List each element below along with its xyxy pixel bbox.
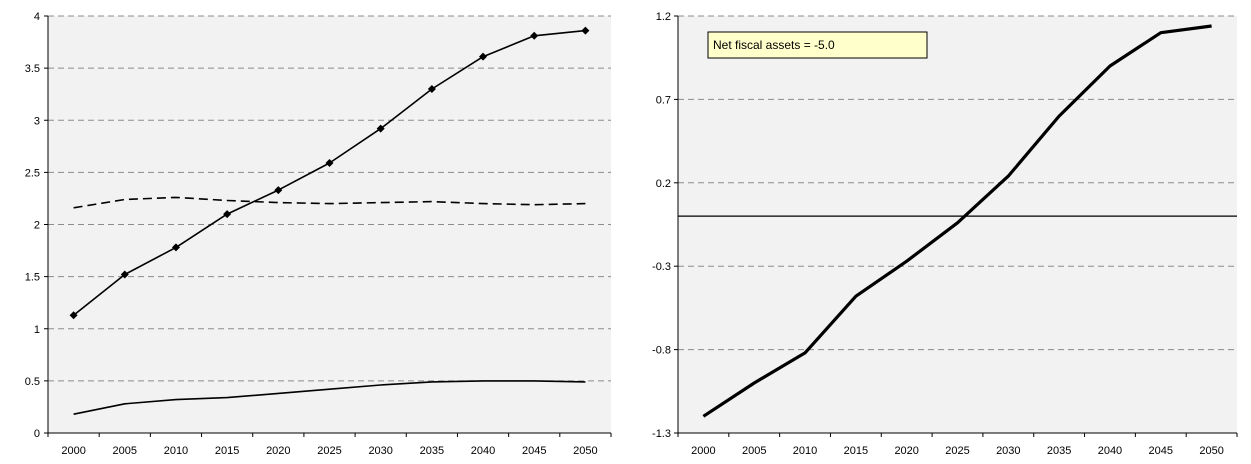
y-tick-label: 2.5 [25, 167, 40, 179]
y-tick-label: 1.5 [25, 272, 40, 284]
x-tick-label: 2050 [573, 445, 597, 457]
chart-panel-1: 0 0.5 1 1.5 2 2.5 3 3.5 4 2000 2005 2010 2015 2020 202… [25, 11, 612, 457]
data-point-marker [69, 311, 78, 320]
x-tick-label: 2040 [471, 445, 495, 457]
x-tick-label: 2010 [793, 445, 817, 457]
x-tick-label: 2000 [691, 445, 715, 457]
y-tick-label: 1.2 [656, 11, 671, 23]
y-tick-label: 3 [34, 115, 40, 127]
series-line-2 [73, 196, 586, 209]
x-tick-label: 2030 [996, 445, 1020, 457]
data-point-marker [427, 84, 436, 93]
y-tick-label: 0.5 [25, 376, 40, 388]
series-line-3 [73, 380, 586, 415]
x-tick-label: 2030 [368, 445, 392, 457]
data-point-marker [581, 26, 590, 35]
y-tick-label: 0.7 [656, 94, 671, 106]
x-tick-label: 2050 [1199, 445, 1223, 457]
x-tick-label: 2005 [113, 445, 137, 457]
y-tick-label: 2 [34, 220, 40, 232]
y-tick-label: 1 [34, 324, 40, 336]
chart-panel-2: -1.3 -0.8 -0.3 0.2 0.7 1.2 2000 2005 2010 2015 202… [652, 11, 1238, 457]
x-tick-label: 2045 [1149, 445, 1173, 457]
data-point-marker [223, 210, 232, 219]
y-tick-label: -1.3 [652, 428, 671, 440]
y-tick-label: -0.3 [652, 261, 671, 273]
y-tick-label: 4 [34, 11, 40, 23]
data-point-marker [530, 31, 539, 40]
annotation-box [707, 31, 928, 59]
y-tick-label: -0.8 [652, 345, 671, 357]
x-tick-label: 2020 [894, 445, 918, 457]
y-tick-label: 0 [34, 428, 40, 440]
data-point-marker [171, 243, 180, 252]
y-tick-label: 3.5 [25, 63, 40, 75]
data-point-marker [479, 52, 488, 61]
x-tick-label: 2035 [420, 445, 444, 457]
x-tick-label: 2045 [522, 445, 546, 457]
x-tick-label: 2040 [1098, 445, 1122, 457]
data-point-marker [325, 158, 334, 167]
x-tick-label: 2015 [215, 445, 239, 457]
data-point-marker [274, 186, 283, 195]
annotation-text: Net fiscal assets = -5.0 [713, 38, 835, 52]
x-tick-label: 2010 [164, 445, 188, 457]
x-tick-label: 2000 [61, 445, 85, 457]
x-tick-label: 2035 [1047, 445, 1071, 457]
data-point-marker [120, 270, 129, 279]
x-tick-label: 2025 [945, 445, 969, 457]
x-tick-label: 2025 [317, 445, 341, 457]
y-tick-label: 0.2 [656, 178, 671, 190]
series-line-1 [702, 24, 1212, 418]
x-tick-label: 2020 [266, 445, 290, 457]
x-tick-label: 2015 [844, 445, 868, 457]
x-tick-label: 2005 [742, 445, 766, 457]
data-point-marker [376, 124, 385, 133]
